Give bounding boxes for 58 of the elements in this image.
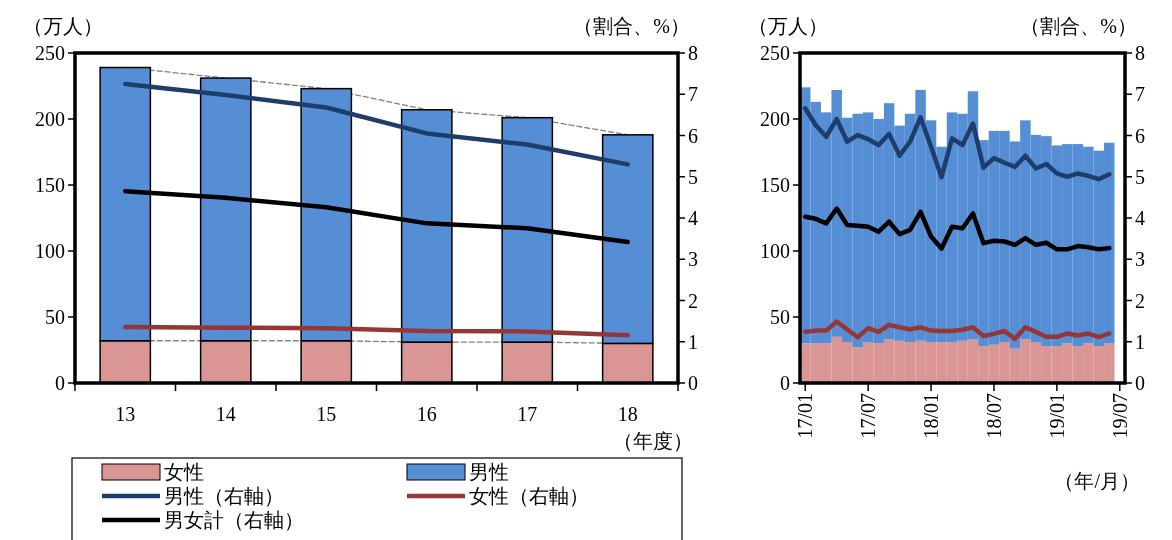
y-axis-title: （万人）	[23, 15, 103, 37]
legend-label: 男性	[469, 461, 509, 483]
x-tick-label: 13	[115, 403, 136, 425]
y2-tick-label: 5	[688, 165, 698, 188]
line-series	[802, 106, 1112, 182]
line-series	[802, 206, 1112, 252]
x-tick-label: 19/07	[1108, 393, 1131, 439]
legend-label: 男性（右軸）	[164, 485, 284, 507]
y2-tick-label: 2	[1135, 289, 1145, 312]
y-tick-label: 150	[35, 174, 65, 196]
y2-tick-label: 3	[1135, 248, 1145, 271]
text: （年/月）	[1054, 470, 1140, 492]
y-tick-label: 150	[760, 174, 790, 196]
y2-tick-label: 0	[688, 372, 698, 394]
y-tick-label: 100	[760, 240, 790, 262]
y2-tick-label: 5	[1135, 165, 1145, 188]
line-series	[123, 324, 630, 338]
y-tick-label: 250	[35, 42, 65, 64]
y-tick-label: 50	[770, 306, 790, 328]
line-series	[123, 81, 630, 167]
y2-tick-label: 1	[688, 330, 698, 353]
y2-tick-label: 8	[1135, 42, 1145, 64]
y2-tick-label: 4	[688, 207, 698, 229]
x-tick-label: 18/01	[920, 393, 943, 439]
y2-tick-label: 7	[688, 83, 698, 106]
legend-label: 女性（右軸）	[469, 485, 589, 507]
x-tick-label: 17/07	[857, 393, 880, 439]
y-tick-label: 0	[55, 372, 65, 394]
text: （年度）	[613, 430, 693, 452]
line-series	[802, 319, 1112, 342]
y2-tick-label: 0	[1135, 372, 1145, 394]
x-tick-label: 18/07	[982, 393, 1005, 439]
y-tick-label: 100	[35, 240, 65, 262]
y2-tick-label: 6	[1135, 124, 1145, 147]
y2-tick-label: 6	[688, 124, 698, 147]
x-tick-label: 16	[416, 403, 437, 425]
y-tick-label: 50	[45, 306, 65, 328]
x-tick-label: 17	[517, 403, 538, 425]
x-tick-label: 14	[215, 403, 236, 425]
x-tick-label: 19/01	[1045, 393, 1068, 439]
y-tick-label: 200	[35, 108, 65, 130]
y2-tick-label: 8	[688, 42, 698, 64]
legend-label: 女性	[164, 461, 204, 483]
y2-tick-label: 1	[1135, 330, 1145, 353]
x-tick-label: 17/01	[794, 393, 817, 439]
y2-axis-title: （割合、%）	[573, 15, 690, 37]
y-tick-label: 200	[760, 108, 790, 130]
y2-tick-label: 3	[688, 248, 698, 271]
y2-tick-label: 4	[1135, 207, 1145, 229]
x-tick-label: 15	[316, 403, 337, 425]
y2-tick-label: 7	[1135, 83, 1145, 106]
y-tick-label: 250	[760, 42, 790, 64]
y2-axis-title: （割合、%）	[1020, 15, 1137, 37]
legend-label: 男女計（右軸）	[164, 509, 304, 531]
y-axis-title: （万人）	[748, 15, 828, 37]
x-tick-label: 18	[617, 403, 638, 425]
y-tick-label: 0	[780, 372, 790, 394]
y2-tick-label: 2	[688, 289, 698, 312]
